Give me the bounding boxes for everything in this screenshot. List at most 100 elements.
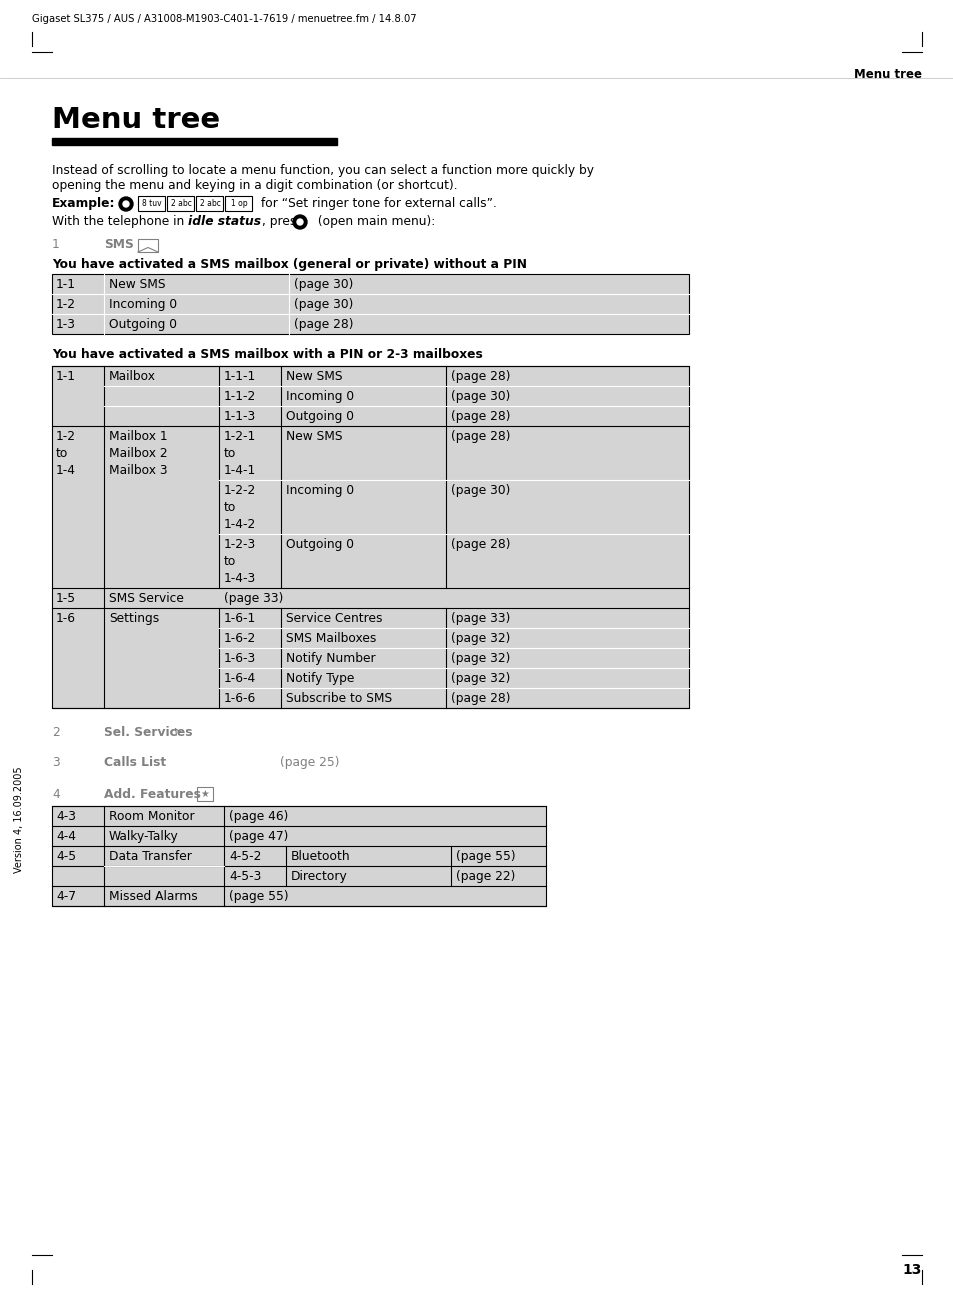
Text: Sel. Services: Sel. Services [104, 725, 193, 738]
Text: Version 4, 16.09.2005: Version 4, 16.09.2005 [14, 767, 24, 873]
Text: 1-6-6: 1-6-6 [224, 691, 256, 704]
Text: SMS Service: SMS Service [109, 592, 184, 605]
FancyBboxPatch shape [138, 196, 165, 210]
Text: Outgoing 0: Outgoing 0 [286, 410, 354, 423]
Text: (page 28): (page 28) [294, 318, 354, 331]
Text: 3: 3 [52, 755, 60, 769]
Text: , press: , press [262, 214, 307, 227]
Text: Incoming 0: Incoming 0 [286, 484, 354, 497]
Text: (page 28): (page 28) [451, 430, 510, 443]
Text: for “Set ringer tone for external calls”.: for “Set ringer tone for external calls”… [256, 197, 497, 210]
Text: 1-1-2: 1-1-2 [224, 389, 256, 403]
Bar [52, 806, 545, 906]
Text: 1-6-2: 1-6-2 [224, 633, 256, 644]
Text: Menu tree: Menu tree [853, 68, 921, 81]
Text: (page 28): (page 28) [451, 538, 510, 552]
Text: 1-2-2
to
1-4-2: 1-2-2 to 1-4-2 [224, 484, 256, 531]
Bar [52, 806, 545, 906]
Text: (page 32): (page 32) [451, 652, 510, 665]
Circle shape [119, 197, 132, 210]
Text: 1-1: 1-1 [56, 370, 76, 383]
Text: (page 32): (page 32) [451, 633, 510, 644]
Text: SMS: SMS [104, 238, 133, 251]
Text: 1 op: 1 op [231, 200, 247, 209]
Text: Subscribe to SMS: Subscribe to SMS [286, 691, 392, 704]
Text: 1-6: 1-6 [56, 612, 76, 625]
Text: 4: 4 [52, 788, 60, 801]
Text: idle status: idle status [188, 214, 261, 227]
Text: Add. Features: Add. Features [104, 788, 201, 801]
Text: Outgoing 0: Outgoing 0 [286, 538, 354, 552]
Text: 13: 13 [902, 1263, 921, 1277]
Bar [52, 294, 688, 314]
Text: Bluetooth: Bluetooth [291, 850, 351, 863]
FancyBboxPatch shape [168, 196, 194, 210]
Text: Directory: Directory [291, 870, 348, 884]
Text: Data Transfer: Data Transfer [109, 850, 192, 863]
Text: Outgoing 0: Outgoing 0 [109, 318, 177, 331]
Text: (page 55): (page 55) [456, 850, 515, 863]
Text: 4-3: 4-3 [56, 810, 76, 823]
Bar [52, 274, 688, 335]
Circle shape [296, 220, 303, 225]
Circle shape [293, 214, 307, 229]
Text: (page 32): (page 32) [451, 672, 510, 685]
Text: ★: ★ [200, 789, 209, 799]
Text: 1-1: 1-1 [56, 278, 76, 291]
Text: Instead of scrolling to locate a menu function, you can select a function more q: Instead of scrolling to locate a menu fu… [52, 163, 594, 176]
Text: (page 33): (page 33) [451, 612, 510, 625]
Text: 2 abc: 2 abc [199, 200, 220, 209]
Text: Menu tree: Menu tree [52, 106, 220, 135]
Text: (page 55): (page 55) [229, 890, 289, 903]
Text: 4-5: 4-5 [56, 850, 76, 863]
Text: (page 30): (page 30) [294, 278, 353, 291]
Text: (page 30): (page 30) [451, 389, 510, 403]
Text: (page 30): (page 30) [294, 298, 353, 311]
Text: New SMS: New SMS [286, 430, 342, 443]
Bar [196, 787, 213, 801]
Text: (open main menu):: (open main menu): [314, 214, 435, 227]
Text: Service Centres: Service Centres [286, 612, 382, 625]
Text: You have activated a SMS mailbox (general or private) without a PIN: You have activated a SMS mailbox (genera… [52, 257, 526, 271]
Text: 1-6-1: 1-6-1 [224, 612, 256, 625]
Text: Mailbox: Mailbox [109, 370, 156, 383]
Text: Walky-Talky: Walky-Talky [109, 830, 178, 843]
Text: 8 tuv: 8 tuv [142, 200, 162, 209]
Text: Calls List: Calls List [104, 755, 166, 769]
Text: 1-6-3: 1-6-3 [224, 652, 256, 665]
Text: With the telephone in: With the telephone in [52, 214, 188, 227]
Text: 2: 2 [52, 725, 60, 738]
Text: 4-4: 4-4 [56, 830, 76, 843]
Text: You have activated a SMS mailbox with a PIN or 2-3 mailboxes: You have activated a SMS mailbox with a … [52, 348, 482, 361]
Text: SMS Mailboxes: SMS Mailboxes [286, 633, 376, 644]
Text: 1-2-3
to
1-4-3: 1-2-3 to 1-4-3 [224, 538, 256, 586]
Bar [138, 239, 158, 252]
Text: Room Monitor: Room Monitor [109, 810, 194, 823]
Text: Notify Number: Notify Number [286, 652, 375, 665]
Text: Settings: Settings [109, 612, 159, 625]
Text: 1-1-1: 1-1-1 [224, 370, 256, 383]
Text: 4-7: 4-7 [56, 890, 76, 903]
Text: Missed Alarms: Missed Alarms [109, 890, 197, 903]
Text: Example:: Example: [52, 197, 115, 210]
Text: Incoming 0: Incoming 0 [109, 298, 177, 311]
Text: New SMS: New SMS [109, 278, 165, 291]
Text: (page 47): (page 47) [229, 830, 288, 843]
Text: 1-5: 1-5 [56, 592, 76, 605]
Text: 1-6-4: 1-6-4 [224, 672, 256, 685]
Text: (page 33): (page 33) [224, 592, 283, 605]
Text: 1-2: 1-2 [56, 298, 76, 311]
Text: Gigaset SL375 / AUS / A31008-M1903-C401-1-7619 / menuetree.fm / 14.8.07: Gigaset SL375 / AUS / A31008-M1903-C401-… [32, 14, 416, 24]
Text: Notify Type: Notify Type [286, 672, 354, 685]
Text: Mailbox 1
Mailbox 2
Mailbox 3: Mailbox 1 Mailbox 2 Mailbox 3 [109, 430, 168, 477]
Bar [52, 366, 688, 708]
FancyBboxPatch shape [225, 196, 253, 210]
Text: 1-1-3: 1-1-3 [224, 410, 256, 423]
Bar [52, 314, 688, 335]
Text: 1: 1 [52, 238, 60, 251]
Text: (page 22): (page 22) [456, 870, 515, 884]
Bar [52, 366, 688, 708]
Text: 1-2-1
to
1-4-1: 1-2-1 to 1-4-1 [224, 430, 256, 477]
Text: 4-5-2: 4-5-2 [229, 850, 261, 863]
Text: 4-5-3: 4-5-3 [229, 870, 261, 884]
